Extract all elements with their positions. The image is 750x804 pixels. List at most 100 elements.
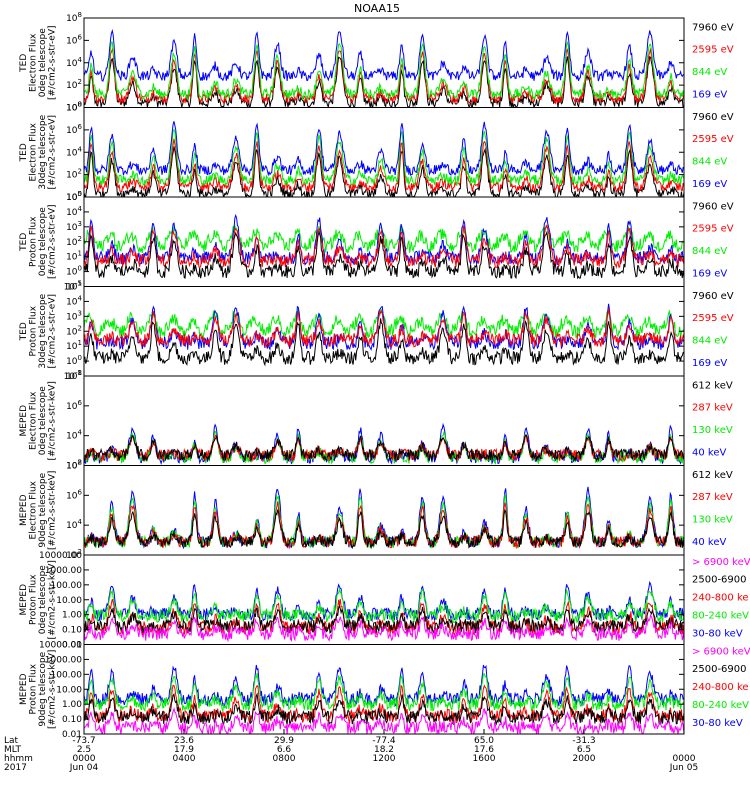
- legend-entry: 80-240 keV: [692, 611, 749, 622]
- y-label-line: [#/cm2-s-str-eV]: [48, 115, 58, 190]
- y-tick-label: 10000.00: [39, 641, 82, 651]
- series-line-green: [84, 587, 684, 624]
- y-label-line: 30deg telescope: [38, 114, 48, 189]
- legend-entry: 240-800 ke: [692, 593, 749, 604]
- legend-entry: 7960 eV: [692, 22, 734, 33]
- y-tick-label: 108: [66, 11, 82, 24]
- legend-entry: 80-240 keV: [692, 700, 749, 711]
- y-label-line: Electron Flux: [29, 33, 39, 92]
- legend-entry: 287 keV: [692, 492, 733, 503]
- legend-entry: 287 keV: [692, 403, 733, 414]
- x-row-label: Lat: [4, 736, 19, 746]
- x-tick-label: 6.6: [277, 745, 292, 755]
- y-tick-label: 108: [66, 101, 82, 114]
- y-tick-label: 104: [66, 429, 82, 442]
- x-row-label: MLT: [4, 745, 22, 755]
- legend-entry: 40 keV: [692, 447, 726, 458]
- y-label-line: Proton Flux: [29, 305, 39, 356]
- y-label-line: Electron Flux: [29, 391, 39, 450]
- series-line-red: [84, 308, 684, 349]
- series-group: [84, 303, 684, 367]
- legend-entry: 2595 eV: [692, 134, 734, 145]
- y-tick-label: 101: [66, 339, 82, 352]
- x-tick-label: 18.2: [374, 745, 394, 755]
- legend-entry: 844 eV: [692, 67, 727, 78]
- x-tick-label: 65.0: [474, 736, 494, 746]
- series-line-red: [84, 501, 684, 550]
- y-tick-label: 100.00: [51, 581, 83, 591]
- series-line-green: [84, 223, 684, 254]
- series-line-red: [84, 224, 684, 269]
- y-tick-label: 1000.00: [45, 566, 82, 576]
- panel-8: 0.010.101.0010.00100.001000.0010000.00ME…: [19, 641, 750, 741]
- legend-entry: 169 eV: [692, 358, 727, 369]
- y-tick-label: 0.01: [62, 730, 82, 740]
- y-tick-label: 103: [66, 309, 82, 322]
- legend-entry: 2595 eV: [692, 224, 734, 235]
- y-tick-label: 104: [66, 205, 82, 218]
- x-tick-label: -77.4: [372, 736, 396, 746]
- y-label-line: Electron Flux: [29, 480, 39, 539]
- legend-entry: 169 eV: [692, 179, 727, 190]
- legend-entry: 30-80 keV: [692, 628, 743, 639]
- x-tick-label: -73.7: [72, 736, 95, 746]
- legend-entry: 130 keV: [692, 515, 733, 526]
- x-tick-label: 17.9: [174, 745, 194, 755]
- legend-entry: 40 keV: [692, 537, 726, 548]
- y-label-line: [#/cm2-s-str-keV]: [48, 381, 58, 460]
- y-tick-label: 10000.00: [39, 551, 82, 561]
- series-group: [84, 28, 684, 108]
- series-line-black: [84, 318, 684, 367]
- series-line-magenta: [84, 613, 684, 643]
- series-line-black: [84, 434, 684, 463]
- series-line-black: [84, 230, 684, 280]
- y-label-line: Proton Flux: [29, 216, 39, 267]
- series-group: [84, 121, 684, 197]
- y-tick-label: 104: [66, 145, 82, 158]
- y-label-line: [#/cm2-s-str-eV]: [48, 204, 58, 279]
- y-tick-label: 104: [66, 294, 82, 307]
- y-tick-label: 1.00: [62, 611, 82, 621]
- y-axis-label: MEPED Electron Flux 0deg telescope [#/cm2-s…: [19, 381, 58, 460]
- x-tick-label: 0400: [173, 754, 196, 764]
- legend-entry: 7960 eV: [692, 112, 734, 123]
- y-axis-label: TED Electron Flux 0deg telescope [#/cm2-s-s…: [19, 25, 58, 100]
- series-line-green: [84, 672, 684, 713]
- series-line-black: [84, 146, 684, 197]
- series-line-blue: [84, 580, 684, 623]
- series-line-black: [84, 55, 684, 108]
- series-line-red: [84, 138, 684, 193]
- y-label-line: 90deg telescope: [38, 472, 48, 547]
- x-tick-label: 0000: [73, 754, 96, 764]
- y-tick-label: 101: [66, 250, 82, 263]
- y-axis-label: MEPED Electron Flux 90deg telescope [#/cm2-…: [19, 471, 58, 550]
- y-tick-label: 108: [66, 459, 82, 472]
- y-axis-label: TED Electron Flux 30deg telescope [#/cm2-s-…: [19, 114, 58, 189]
- legend-entry: 2500-6900: [692, 575, 747, 586]
- series-group: [84, 422, 684, 466]
- series-line-black: [84, 692, 684, 727]
- y-label-line: Proton Flux: [29, 574, 39, 625]
- x-tick-label: -31.3: [572, 736, 595, 746]
- x-tick-label: 1600: [473, 754, 496, 764]
- y-label-line: MEPED: [19, 673, 29, 705]
- legend-entry: 2595 eV: [692, 45, 734, 56]
- y-tick-label: 100.00: [51, 670, 83, 680]
- panel-7: 0.010.101.0010.00100.001000.0010000.00ME…: [19, 551, 750, 651]
- y-tick-label: 104: [66, 56, 82, 69]
- legend-entry: 844 eV: [692, 336, 727, 347]
- legend-entry: 612 keV: [692, 470, 733, 481]
- series-group: [84, 580, 684, 643]
- x-tick-label: Jun 05: [669, 763, 698, 773]
- y-label-line: 90deg telescope: [38, 651, 48, 726]
- y-tick-label: 0.10: [62, 715, 82, 725]
- series-line-blue: [84, 28, 684, 82]
